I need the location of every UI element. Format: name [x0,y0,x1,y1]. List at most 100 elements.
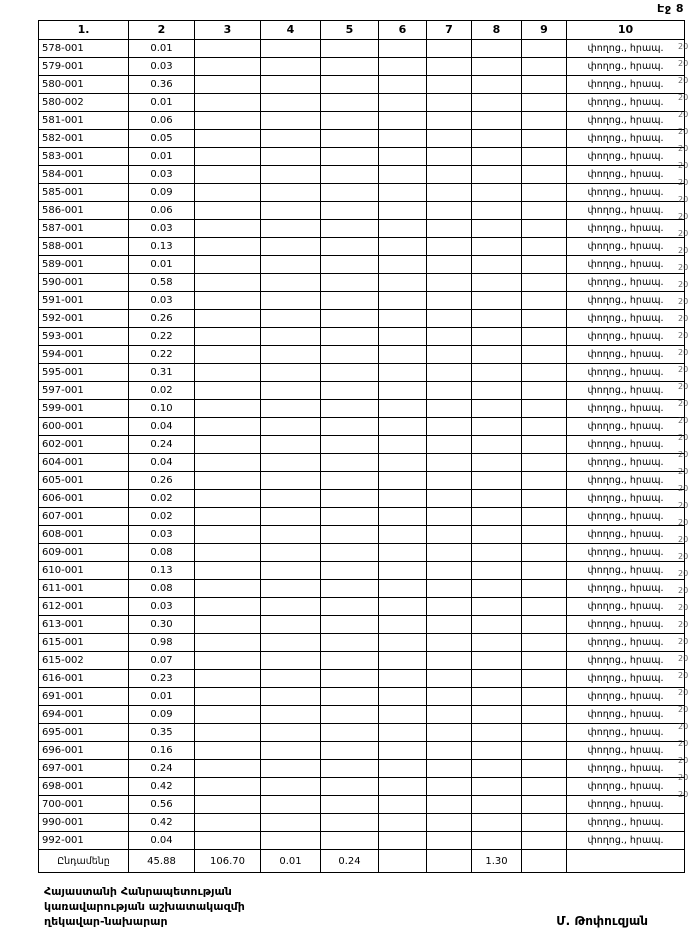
cell-col-2: 0.08 [128,543,195,562]
column-header-9: 9 [521,20,567,40]
cell-col-6 [378,633,427,652]
cell-col-5 [320,669,379,688]
cell-col-3 [194,579,261,598]
cell-col-2: 0.01 [128,147,195,166]
cell-col-3 [194,111,261,130]
cell-col-7 [426,435,472,454]
total-label: Ընդամենը [38,849,129,873]
cell-col-3 [194,93,261,112]
cell-col-3 [194,489,261,508]
table-row: 607-001 0.02 փողոց., հրապ. [38,507,685,526]
table-row: 581-001 0.06 փողոց., հրապ. [38,111,685,130]
column-header-4: 4 [260,20,321,40]
cell-col-4 [260,543,321,562]
cell-col-8 [471,543,522,562]
cell-col-9 [521,831,567,850]
cell-parcel-id: 611-001 [38,579,129,598]
data-table-container: 1. 2 3 4 5 6 7 8 9 10 578-001 0.01 փողոց.,… [38,20,685,873]
page-edge-mark: 20 [678,110,689,119]
page-edge-mark: 20 [678,433,689,442]
cell-col-6 [378,165,427,184]
total-col-8: 1.30 [471,849,522,873]
cell-col-8 [471,345,522,364]
cell-parcel-id: 584-001 [38,165,129,184]
cell-col-8 [471,57,522,76]
cell-col-3 [194,399,261,418]
cell-col-7 [426,309,472,328]
cell-parcel-id: 600-001 [38,417,129,436]
cell-col-4 [260,669,321,688]
cell-col-3 [194,777,261,796]
cell-col-9 [521,579,567,598]
cell-land-use-note: փողոց., հրապ. [566,687,685,706]
cell-col-4 [260,687,321,706]
page-edge-mark: 20 [678,756,689,765]
cell-parcel-id: 590-001 [38,273,129,292]
cell-col-9 [521,183,567,202]
page-number-label: Էջ 8 [657,2,684,15]
cell-col-8 [471,75,522,94]
cell-parcel-id: 691-001 [38,687,129,706]
cell-col-5 [320,201,379,220]
cell-col-7 [426,633,472,652]
cell-col-3 [194,345,261,364]
cell-col-8 [471,381,522,400]
cell-land-use-note: փողոց., հրապ. [566,93,685,112]
total-col-2: 45.88 [128,849,195,873]
cell-col-5 [320,219,379,238]
page-edge-mark: 20 [678,76,689,85]
cell-col-7 [426,687,472,706]
cell-col-7 [426,579,472,598]
cell-parcel-id: 587-001 [38,219,129,238]
cell-land-use-note: փողոց., հրապ. [566,219,685,238]
cell-col-7 [426,795,472,814]
cell-col-5 [320,435,379,454]
cell-col-8 [471,633,522,652]
cell-parcel-id: 697-001 [38,759,129,778]
cell-land-use-note: փողոց., հրապ. [566,705,685,724]
cell-col-7 [426,831,472,850]
cell-land-use-note: փողոց., հրապ. [566,651,685,670]
cell-col-7 [426,615,472,634]
signatory-name: Մ. Թոփուզյան [556,914,648,928]
cell-col-6 [378,39,427,58]
cell-land-use-note: փողոց., հրապ. [566,255,685,274]
table-row: 990-001 0.42 փողոց., հրապ. [38,813,685,832]
cell-col-3 [194,615,261,634]
column-header-7: 7 [426,20,472,40]
cell-land-use-note: փողոց., հրապ. [566,723,685,742]
cell-col-6 [378,687,427,706]
table-total-row: Ընդամենը 45.88 106.70 0.01 0.24 1.30 [38,849,685,873]
cell-land-use-note: փողոց., հրապ. [566,615,685,634]
cell-col-4 [260,399,321,418]
cell-col-6 [378,111,427,130]
cell-col-9 [521,615,567,634]
cell-col-7 [426,255,472,274]
cell-col-2: 0.03 [128,525,195,544]
table-row: 616-001 0.23 փողոց., հրապ. [38,669,685,688]
cell-parcel-id: 694-001 [38,705,129,724]
cell-col-6 [378,723,427,742]
cell-land-use-note: փողոց., հրապ. [566,831,685,850]
cell-col-8 [471,219,522,238]
cell-parcel-id: 580-001 [38,75,129,94]
cell-col-8 [471,147,522,166]
cell-col-8 [471,183,522,202]
cell-col-6 [378,435,427,454]
cell-col-2: 0.03 [128,165,195,184]
cell-land-use-note: փողոց., հրապ. [566,633,685,652]
table-row: 612-001 0.03 փողոց., հրապ. [38,597,685,616]
land-registry-table: 1. 2 3 4 5 6 7 8 9 10 578-001 0.01 փողոց.,… [38,20,685,873]
cell-col-7 [426,597,472,616]
cell-col-3 [194,795,261,814]
cell-land-use-note: փողոց., հրապ. [566,759,685,778]
cell-col-6 [378,777,427,796]
cell-col-4 [260,39,321,58]
cell-land-use-note: փողոց., հրապ. [566,273,685,292]
column-header-6: 6 [378,20,427,40]
cell-col-5 [320,633,379,652]
cell-parcel-id: 579-001 [38,57,129,76]
cell-col-5 [320,507,379,526]
cell-col-2: 0.04 [128,417,195,436]
page-edge-mark: 20 [678,773,689,782]
